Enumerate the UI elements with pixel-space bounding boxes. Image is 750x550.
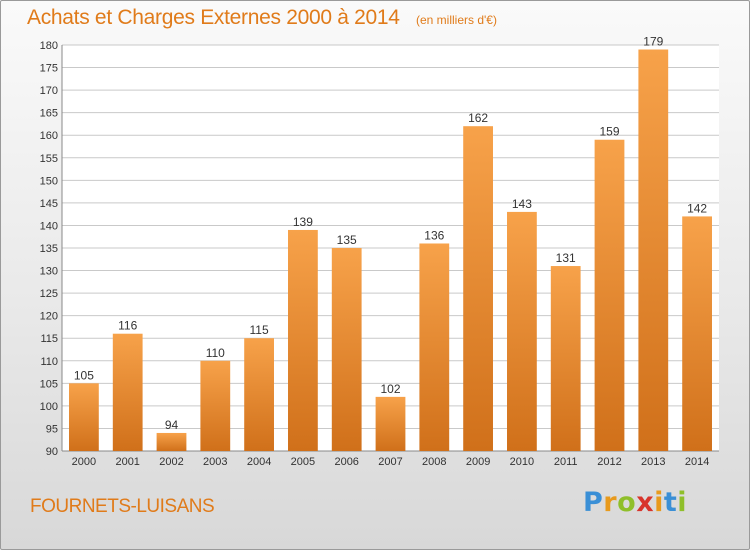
value-label: 139 — [293, 215, 313, 229]
logo-letter: r — [603, 487, 618, 518]
value-label: 179 — [643, 35, 663, 49]
x-tick-label: 2011 — [554, 456, 578, 468]
bar-2007 — [375, 396, 406, 451]
value-label: 143 — [512, 197, 532, 211]
y-tick-label: 145 — [40, 198, 58, 210]
logo-letter: P — [583, 487, 604, 518]
x-tick-label: 2001 — [115, 456, 139, 468]
bar-2010 — [507, 211, 537, 451]
bar-2004 — [244, 338, 274, 451]
y-tick-label: 115 — [40, 333, 58, 345]
x-tick-label: 2003 — [203, 456, 227, 468]
y-tick-label: 130 — [40, 266, 58, 278]
y-tick-label: 180 — [40, 40, 58, 52]
y-tick-label: 170 — [40, 85, 58, 97]
value-label: 102 — [380, 382, 400, 396]
bar-2013 — [638, 49, 669, 452]
bar-2014 — [682, 216, 712, 451]
value-label: 116 — [118, 319, 137, 333]
y-tick-label: 165 — [40, 108, 58, 120]
value-label: 115 — [250, 323, 269, 337]
bar-2012 — [594, 139, 625, 451]
logo-letter: x — [636, 487, 655, 518]
y-tick-label: 160 — [40, 130, 58, 142]
value-label: 131 — [556, 251, 576, 265]
x-tick-label: 2002 — [159, 456, 183, 468]
chart-title: Achats et Charges Externes 2000 à 2014 — [27, 6, 400, 29]
value-labels: 105 116 94 110 115 139 135 102 136 162 143 131 159 17… — [74, 35, 708, 432]
bar-2000 — [69, 383, 99, 451]
x-tick-label: 2014 — [685, 456, 709, 468]
y-tick-label: 120 — [40, 311, 58, 323]
y-tick-label: 105 — [40, 378, 58, 390]
y-tick-label: 175 — [40, 63, 58, 75]
x-tick-label: 2013 — [641, 456, 665, 468]
bar-2008 — [419, 243, 450, 451]
logo-letter: i — [654, 487, 664, 518]
y-tick-label: 155 — [40, 153, 58, 165]
commune-name: FOURNETS-LUISANS — [30, 496, 215, 517]
value-label: 105 — [74, 368, 94, 382]
bar-2002 — [156, 432, 187, 451]
proxiti-logo: Proxiti — [583, 487, 687, 518]
x-tick-label: 2008 — [422, 456, 446, 468]
bar-2001 — [112, 333, 143, 451]
value-label: 94 — [165, 418, 179, 432]
value-label: 162 — [468, 111, 488, 125]
y-tick-label: 90 — [46, 446, 58, 458]
x-tick-label: 2005 — [291, 456, 315, 468]
x-tick-label: 2010 — [510, 456, 534, 468]
y-tick-labels: 90 95 100 105 110 115 120 125 130 135 140 145 150 155… — [40, 40, 58, 458]
logo-letter: t — [663, 487, 678, 518]
value-label: 136 — [424, 228, 444, 242]
x-tick-label: 2007 — [378, 456, 402, 468]
value-label: 159 — [599, 125, 619, 139]
y-tick-label: 95 — [46, 423, 58, 435]
x-tick-label: 2006 — [334, 456, 358, 468]
value-label: 135 — [337, 233, 357, 247]
logo-letter: i — [677, 487, 688, 518]
logo-letter: o — [617, 487, 637, 518]
bar-2006 — [331, 248, 362, 451]
chart-unit: (en milliers d'€) — [416, 13, 497, 27]
bar-2009 — [463, 126, 493, 451]
value-label: 142 — [687, 201, 707, 215]
y-tick-label: 140 — [40, 220, 58, 232]
bar-2011 — [550, 266, 581, 451]
x-tick-label: 2000 — [72, 456, 96, 468]
y-tick-label: 100 — [40, 401, 58, 413]
x-tick-label: 2004 — [247, 456, 271, 468]
bar-2005 — [288, 229, 318, 451]
x-tick-label: 2012 — [597, 456, 621, 468]
y-tick-label: 135 — [40, 243, 58, 255]
x-tick-labels: 2000 2001 2002 2003 2004 2005 2006 2007 2008 2009… — [72, 456, 710, 468]
bar-2003 — [200, 360, 231, 451]
value-label: 110 — [206, 346, 225, 360]
y-tick-label: 125 — [40, 288, 58, 300]
bars — [69, 49, 712, 452]
y-tick-label: 110 — [40, 356, 58, 368]
y-tick-label: 150 — [40, 175, 58, 187]
x-tick-label: 2009 — [466, 456, 490, 468]
